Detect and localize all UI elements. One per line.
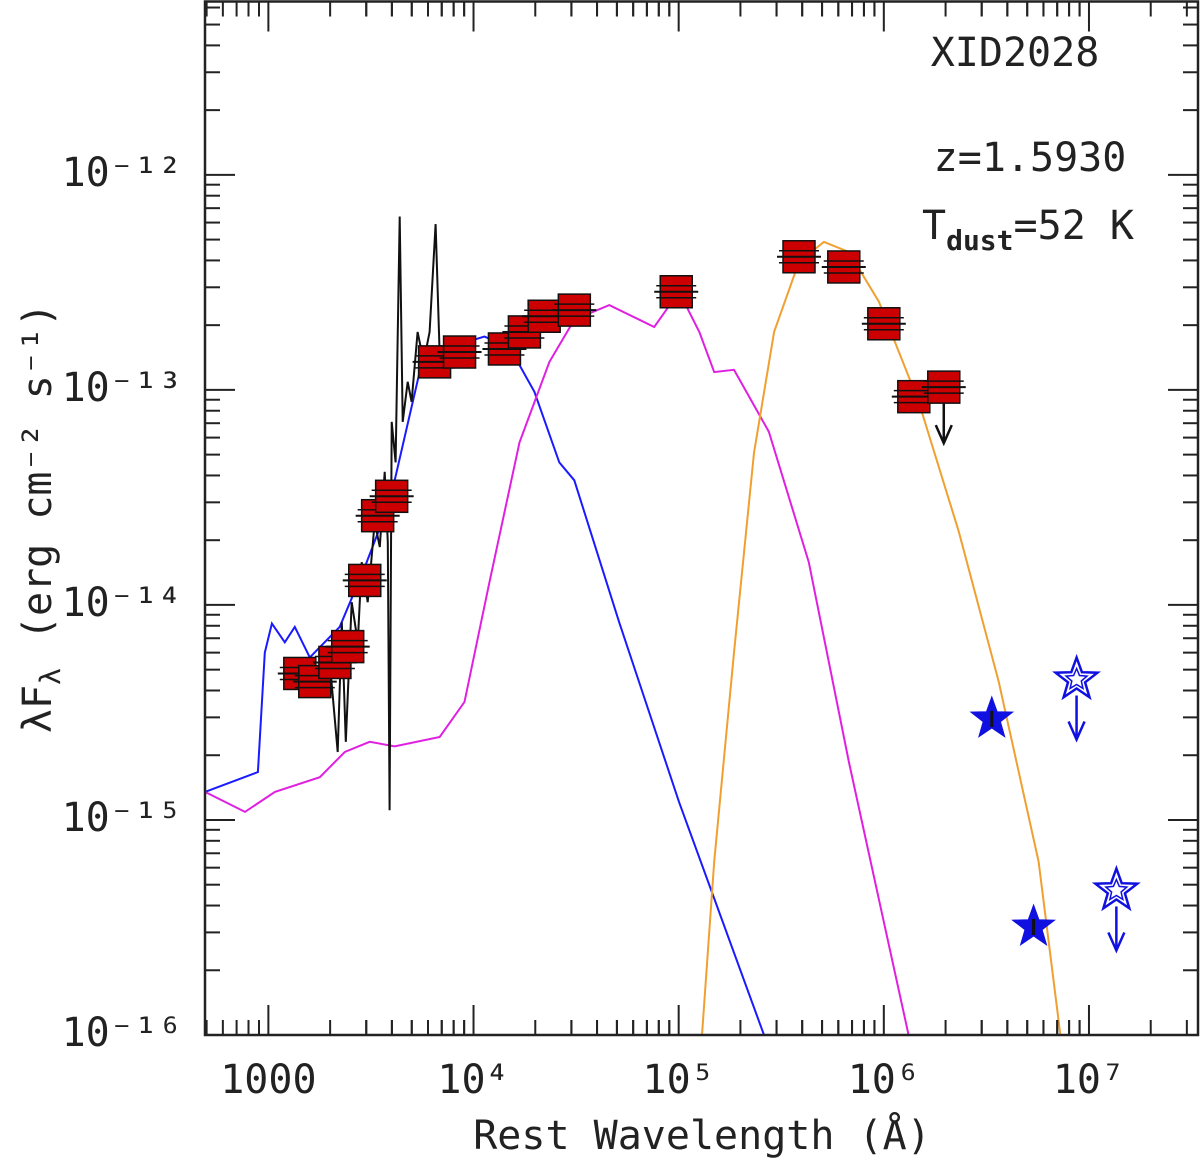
x-tick-label: 10⁵ [643,1057,715,1103]
plot-frame [203,0,1200,1037]
x-tick-label: 1000 [220,1057,316,1103]
annotation-tdust: Tdust=52 K [922,203,1134,257]
annotation-part: T [922,203,946,249]
model-curve [205,335,765,1035]
x-axis-label: Rest Wavelength (Å) [473,1111,931,1159]
star-inner [1064,666,1089,690]
y-tick-label: 10⁻¹⁵ [62,795,182,841]
y-tick-label: 10⁻¹³ [62,365,182,411]
y-label-part: (erg cm⁻² s⁻¹) [15,303,61,640]
submm-upper-limit [1091,864,1141,912]
model-curve [328,216,465,811]
annotation: XID2028 [931,30,1100,76]
upper-limit-arrowhead [934,424,953,447]
annotation: z=1.5930 [934,135,1127,181]
y-label-sub: λ [34,668,67,685]
y-axis-label: λFλ (erg cm⁻² s⁻¹) [15,303,67,733]
y-label-part: λF [15,685,61,733]
y-tick-label: 10⁻¹⁶ [62,1010,182,1056]
x-tick-label: 10⁷ [1053,1057,1125,1103]
annotation-part: =52 K [1014,203,1134,249]
submm-upper-limit [1052,653,1102,701]
x-tick-label: 10⁴ [437,1057,509,1103]
points [277,240,1141,954]
star-inner [1104,877,1129,901]
upper-limit-arrowhead [1107,931,1126,954]
plot-area [205,216,1141,1035]
model-curve [701,240,1062,1035]
curves [205,216,1062,1035]
y-tick-label: 10⁻¹² [62,150,182,196]
annotation-sub: dust [946,224,1013,257]
y-tick-label: 10⁻¹⁴ [62,580,182,626]
x-tick-label: 10⁶ [848,1057,920,1103]
upper-limit-arrowhead [1067,720,1086,743]
